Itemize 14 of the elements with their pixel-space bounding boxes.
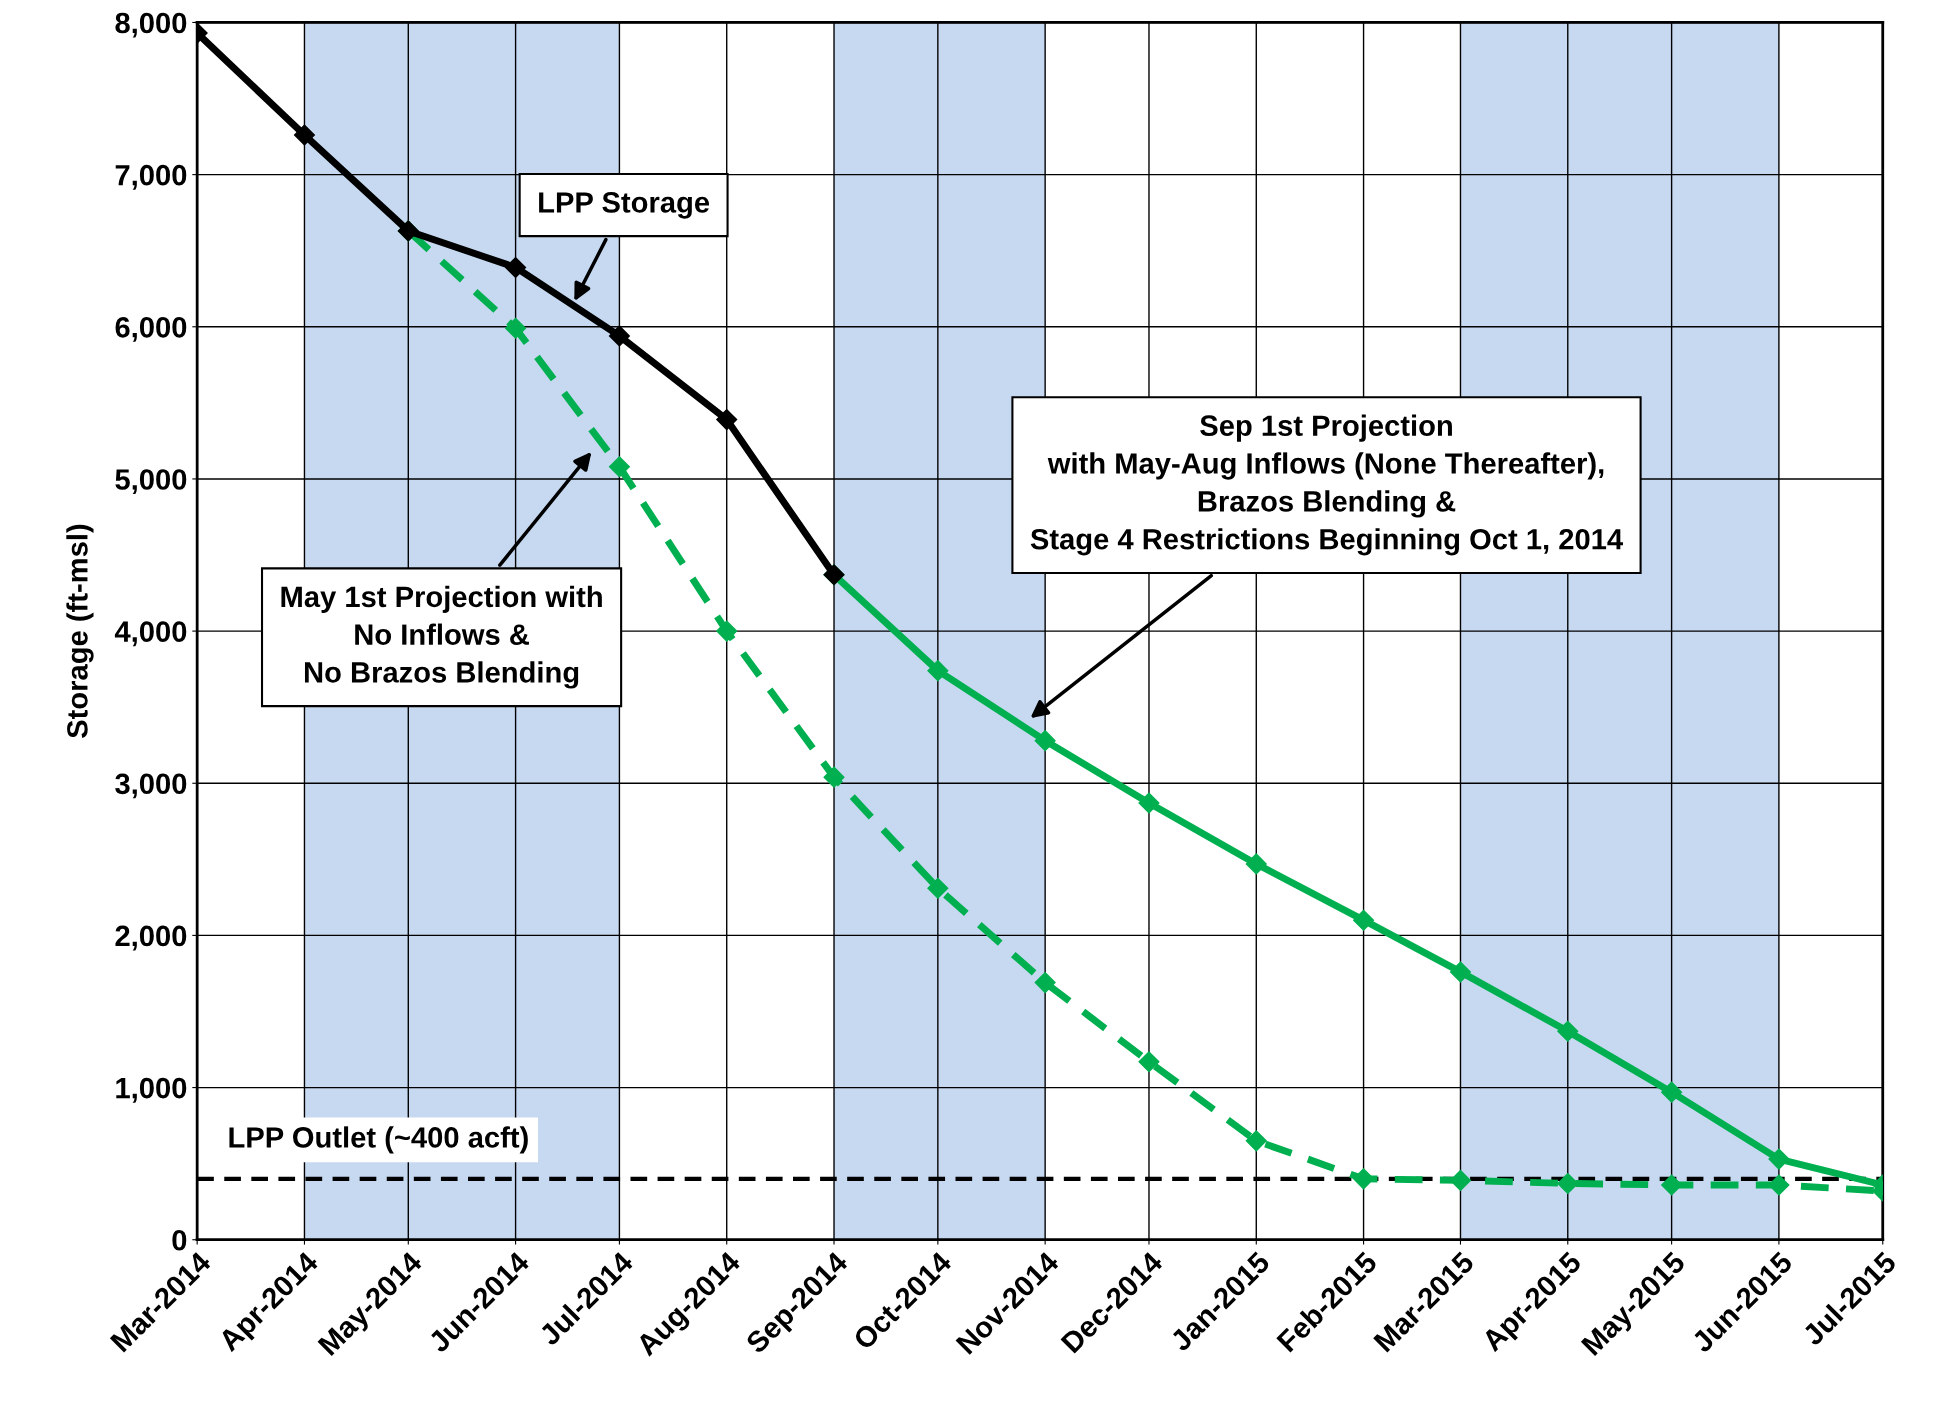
y-tick-label: 5,000 — [115, 469, 187, 495]
y-tick-label: 3,000 — [115, 773, 187, 799]
y-axis-title: Storage (ft-msl) — [66, 524, 94, 739]
annotation: LPP Storage — [539, 192, 710, 219]
y-tick-label: 0 — [172, 1229, 187, 1251]
y-tick-label: 4,000 — [114, 621, 187, 647]
y-tick-label: 8,000 — [115, 12, 187, 38]
y-tick-label: 7,000 — [115, 164, 187, 190]
y-tick-label: 6,000 — [115, 316, 187, 342]
ref-line-label: LPP Outlet (~400 acft) — [229, 1126, 528, 1154]
annotation: May 1st Projection with No Inflows & No Brazos Blending — [281, 585, 602, 689]
y-tick-label: 2,000 — [115, 925, 187, 951]
annotation: Sep 1st Projection with May-Aug Inflows (None Thereafter), Brazos Blending & Stage 4 Restrictions Beginning Oct 1, 2014 — [1030, 414, 1623, 556]
y-tick-label: 1,000 — [116, 1077, 187, 1103]
